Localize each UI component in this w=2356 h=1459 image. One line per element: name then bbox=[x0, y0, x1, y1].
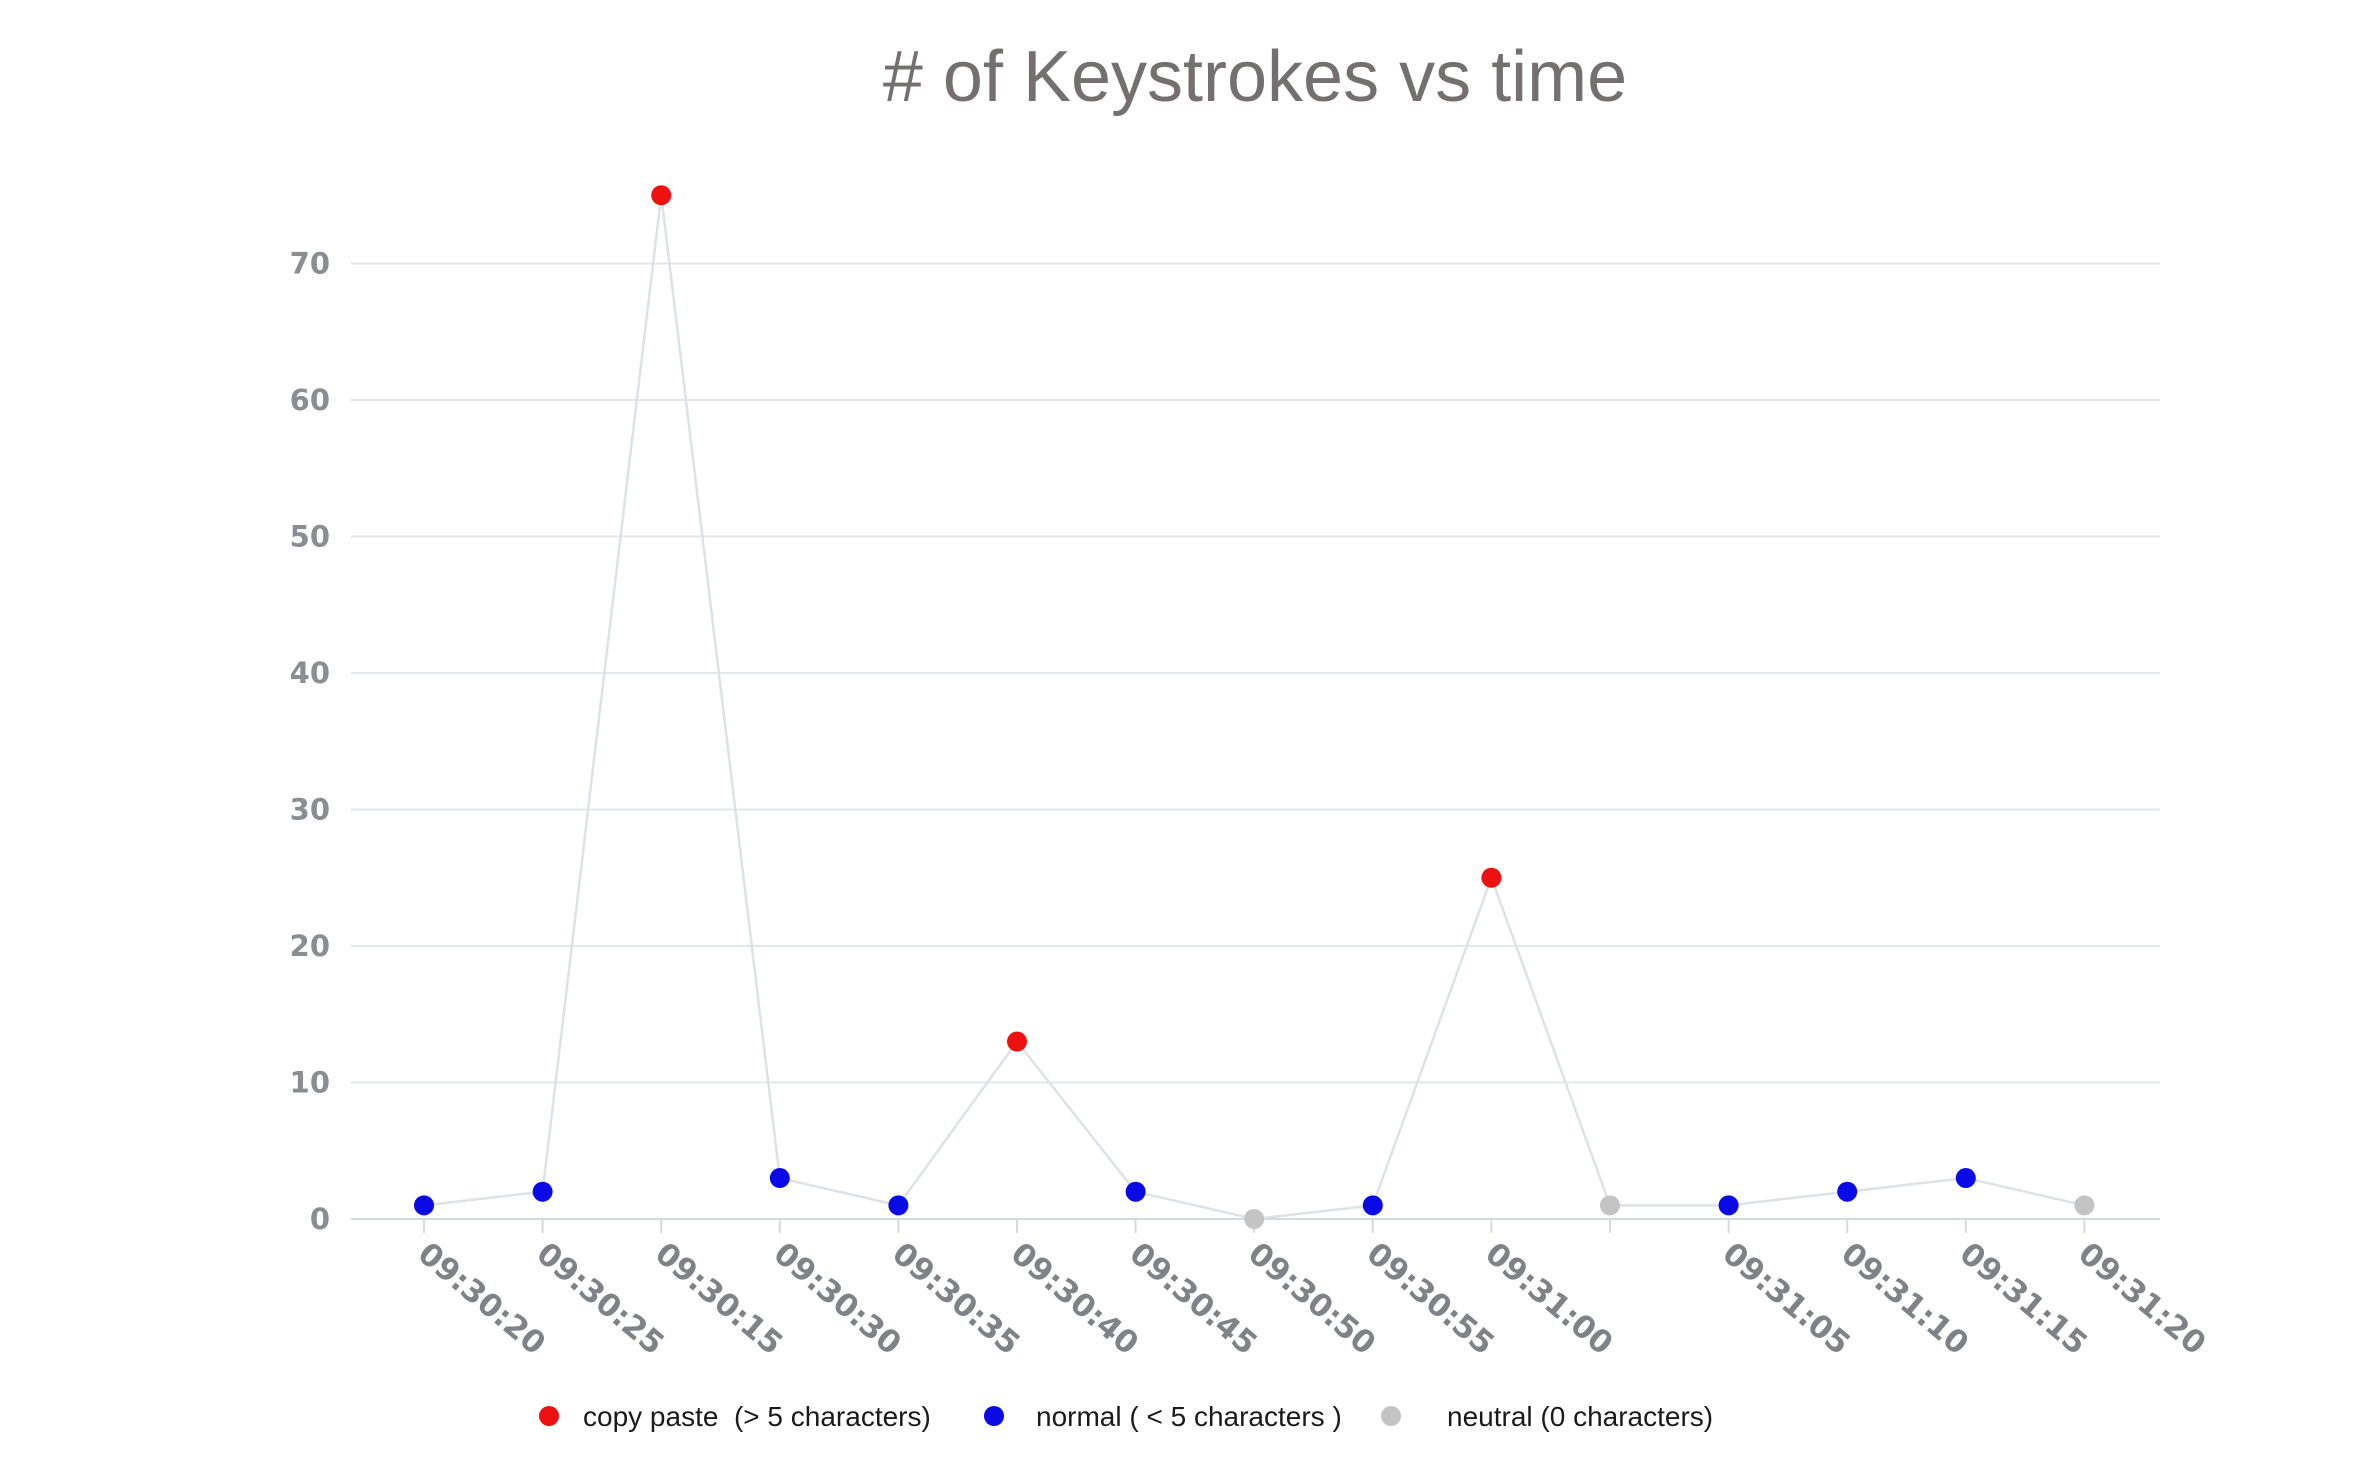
data-point-normal bbox=[1362, 1195, 1383, 1216]
series-polyline bbox=[423, 195, 2085, 1221]
series-line bbox=[423, 195, 2085, 1221]
data-points bbox=[414, 185, 2095, 1229]
data-point-normal bbox=[414, 1195, 434, 1216]
x-tick-label: 09:30:55 bbox=[1360, 1236, 1501, 1363]
data-point-copy bbox=[1007, 1031, 1027, 1052]
data-point-copy bbox=[651, 185, 672, 206]
x-tick-label: 09:30:15 bbox=[648, 1236, 789, 1363]
y-tick-label: 20 bbox=[290, 929, 330, 963]
y-tick-label: 60 bbox=[290, 383, 330, 417]
x-tick-label: 09:31:20 bbox=[2071, 1236, 2212, 1363]
data-point-normal bbox=[1718, 1195, 1739, 1216]
x-tick-label: 09:31:15 bbox=[1953, 1236, 2094, 1363]
legend-label-normal: normal ( < 5 characters ) bbox=[1036, 1401, 1342, 1432]
x-axis: 09:30:2009:30:2509:30:1509:30:3009:30:35… bbox=[411, 1219, 2213, 1362]
data-point-neutral bbox=[2074, 1195, 2095, 1216]
data-point-normal bbox=[1125, 1181, 1146, 1202]
data-point-copy bbox=[1481, 867, 1502, 888]
y-tick-label: 40 bbox=[290, 656, 330, 690]
legend-label-copy: copy paste (> 5 characters) bbox=[583, 1401, 931, 1432]
x-tick-label: 09:30:30 bbox=[767, 1236, 908, 1363]
x-tick-label: 09:31:00 bbox=[1478, 1236, 1619, 1363]
y-tick-label: 70 bbox=[290, 247, 330, 281]
x-tick-label: 09:30:50 bbox=[1241, 1236, 1382, 1363]
x-tick-label: 09:31:05 bbox=[1715, 1236, 1856, 1363]
legend-label-neutral: neutral (0 characters) bbox=[1447, 1401, 1713, 1432]
data-point-neutral bbox=[1244, 1209, 1265, 1229]
y-tick-label: 0 bbox=[310, 1202, 330, 1236]
data-point-normal bbox=[532, 1181, 553, 1202]
x-tick-label: 09:30:35 bbox=[885, 1236, 1026, 1363]
y-tick-label: 10 bbox=[290, 1066, 330, 1100]
grid-lines bbox=[351, 262, 2160, 1220]
chart-title: # of Keystrokes vs time bbox=[883, 37, 1627, 117]
legend-marker-neutral bbox=[1381, 1406, 1401, 1426]
legend: copy paste (> 5 characters) normal ( < 5 … bbox=[539, 1401, 1713, 1432]
x-tick-label: 09:30:45 bbox=[1122, 1236, 1263, 1363]
x-tick-label: 09:30:40 bbox=[1004, 1236, 1145, 1363]
legend-marker-copy bbox=[539, 1406, 559, 1426]
x-tick-label: 09:30:25 bbox=[529, 1236, 670, 1363]
y-tick-label: 30 bbox=[290, 793, 330, 827]
data-point-normal bbox=[888, 1195, 909, 1216]
data-point-normal bbox=[1837, 1181, 1858, 1202]
data-point-neutral bbox=[1600, 1195, 1620, 1216]
x-tick-label: 09:30:20 bbox=[411, 1236, 552, 1363]
data-point-normal bbox=[769, 1168, 790, 1189]
y-tick-label: 50 bbox=[290, 520, 330, 554]
y-axis: 0 10 20 30 40 50 60 70 bbox=[290, 247, 330, 1237]
legend-marker-normal bbox=[984, 1406, 1004, 1426]
x-tick-label: 09:31:10 bbox=[1834, 1236, 1975, 1363]
data-point-normal bbox=[1955, 1168, 1976, 1189]
